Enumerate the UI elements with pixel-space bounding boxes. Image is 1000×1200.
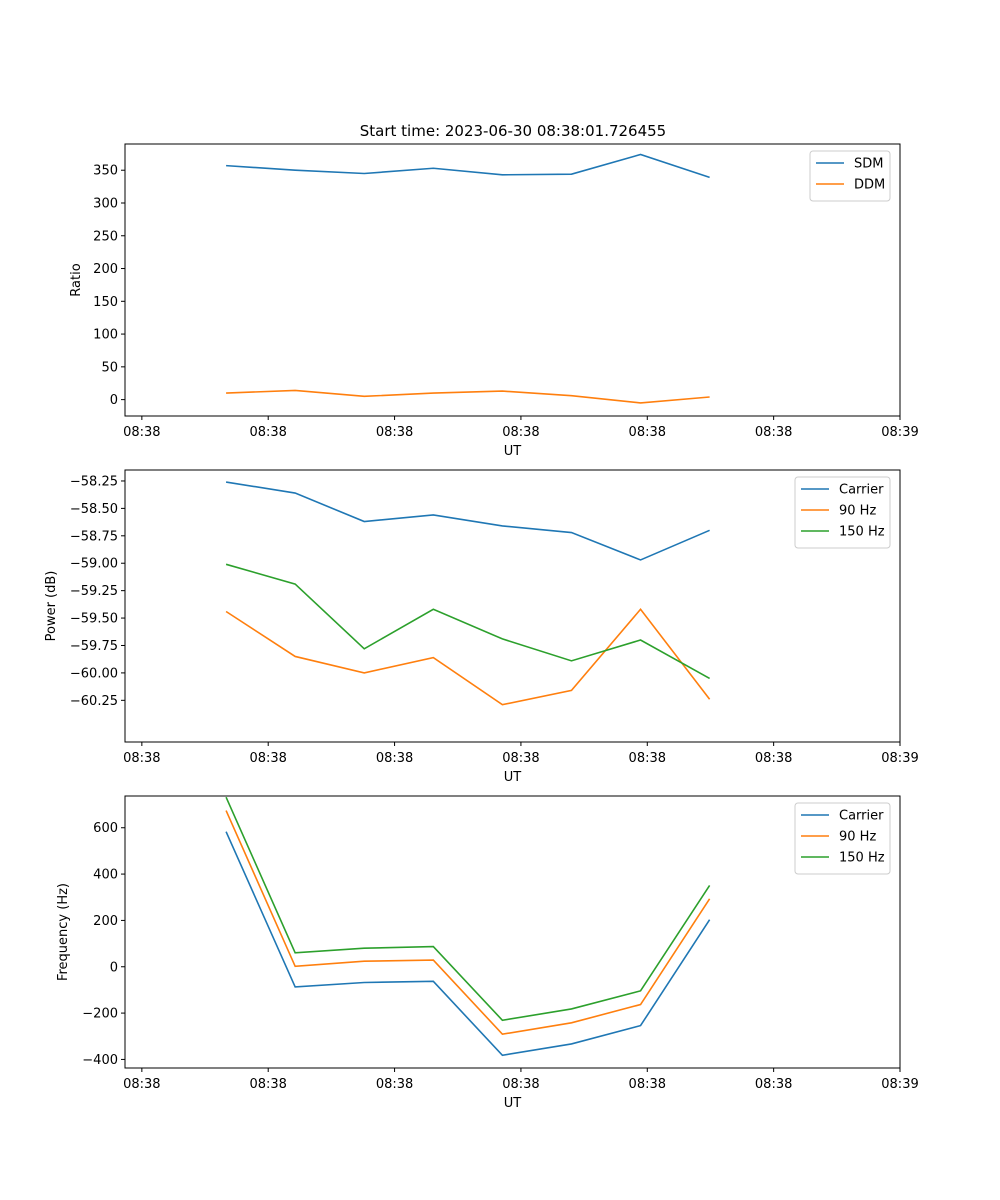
- axes-frame: [124, 795, 901, 1069]
- y-tick-label: −400: [82, 1053, 118, 1068]
- x-tick-label: 08:38: [249, 1077, 286, 1092]
- legend-entry: 150 Hz: [839, 525, 885, 540]
- x-axis-label: UT: [504, 1096, 522, 1111]
- series-line-carrier: [225, 481, 710, 561]
- x-tick-label: 08:38: [123, 751, 160, 766]
- legend-entry: Carrier: [839, 809, 884, 824]
- series-line-90-hz: [225, 810, 711, 1036]
- legend-entry: 90 Hz: [839, 504, 876, 519]
- y-tick-label: 400: [93, 868, 118, 883]
- axes-frame: [124, 143, 901, 417]
- y-tick-label: 100: [93, 328, 118, 343]
- x-tick-label: 08:38: [249, 751, 286, 766]
- y-tick-label: 150: [93, 295, 118, 310]
- subplot-3: 08:38 08:38 08:38 08:38 08:38 08:38 08:39 −400 −…: [56, 795, 919, 1111]
- x-tick-label: 08:38: [755, 425, 792, 440]
- y-tick-label: 0: [110, 393, 118, 408]
- legend-entry: Carrier: [839, 483, 884, 498]
- y-tick-label: −59.75: [70, 639, 118, 654]
- y-tick-label: 250: [93, 229, 118, 244]
- y-tick-label: 50: [101, 360, 118, 375]
- x-axis-label: UT: [504, 770, 522, 785]
- legend-entry: SDM: [854, 157, 883, 172]
- subplot-1: 08:38 08:38 08:38 08:38 08:38 08:38 08:39 0 50 10…: [69, 143, 919, 459]
- legend-entry: 150 Hz: [839, 851, 885, 866]
- x-tick-label: 08:38: [755, 751, 792, 766]
- y-axis-label: Power (dB): [44, 571, 59, 642]
- y-axis-label: Frequency (Hz): [56, 883, 71, 981]
- x-tick-label: 08:38: [502, 751, 539, 766]
- x-tick-label: 08:39: [881, 425, 918, 440]
- x-tick-label: 08:38: [376, 751, 413, 766]
- x-tick-label: 08:38: [629, 1077, 666, 1092]
- series-line-150-hz: [225, 563, 711, 680]
- x-tick-label: 08:38: [123, 425, 160, 440]
- y-tick-label: −60.25: [70, 694, 118, 709]
- x-tick-label: 08:38: [629, 751, 666, 766]
- y-tick-label: 200: [93, 262, 118, 277]
- y-tick-label: −60.00: [70, 666, 118, 681]
- x-tick-label: 08:38: [502, 1077, 539, 1092]
- y-tick-label: −58.75: [70, 529, 118, 544]
- y-tick-label: −200: [82, 1007, 118, 1022]
- legend: Carrier 90 Hz 150 Hz: [794, 476, 891, 549]
- y-tick-label: 300: [93, 196, 118, 211]
- y-axis-label: Ratio: [69, 263, 84, 296]
- x-tick-label: 08:38: [376, 1077, 413, 1092]
- y-tick-label: 350: [93, 164, 118, 179]
- x-tick-label: 08:38: [502, 425, 539, 440]
- x-tick-label: 08:38: [755, 1077, 792, 1092]
- legend: SDM DDM: [809, 150, 891, 202]
- legend-entry: DDM: [854, 178, 885, 193]
- y-tick-label: −59.00: [70, 557, 118, 572]
- y-tick-label: −58.25: [70, 474, 118, 489]
- legend: Carrier 90 Hz 150 Hz: [794, 802, 891, 875]
- y-tick-label: −59.25: [70, 584, 118, 599]
- legend-entry: 90 Hz: [839, 830, 876, 845]
- figure-title: Start time: 2023-06-30 08:38:01.726455: [360, 122, 666, 140]
- x-tick-label: 08:39: [881, 751, 918, 766]
- x-tick-label: 08:38: [123, 1077, 160, 1092]
- series-line-150-hz: [225, 796, 711, 1022]
- x-tick-label: 08:39: [881, 1077, 918, 1092]
- series-line-carrier: [225, 831, 711, 1057]
- x-axis-label: UT: [504, 444, 522, 459]
- series-line-90-hz: [225, 608, 711, 706]
- y-tick-label: −59.50: [70, 612, 118, 627]
- subplot-2: 08:38 08:38 08:38 08:38 08:38 08:38 08:39 −60.2…: [44, 469, 919, 785]
- subplots: 08:38 08:38 08:38 08:38 08:38 08:38 08:39 0 50 10…: [44, 143, 919, 1111]
- axes-frame: [124, 469, 901, 743]
- x-tick-label: 08:38: [249, 425, 286, 440]
- y-tick-label: 600: [93, 821, 118, 836]
- y-tick-label: 0: [110, 960, 118, 975]
- series-line-ddm: [226, 389, 710, 404]
- y-tick-label: 200: [93, 914, 118, 929]
- series-line-sdm: [226, 153, 710, 179]
- x-tick-label: 08:38: [629, 425, 666, 440]
- x-tick-label: 08:38: [376, 425, 413, 440]
- y-tick-label: −58.50: [70, 502, 118, 517]
